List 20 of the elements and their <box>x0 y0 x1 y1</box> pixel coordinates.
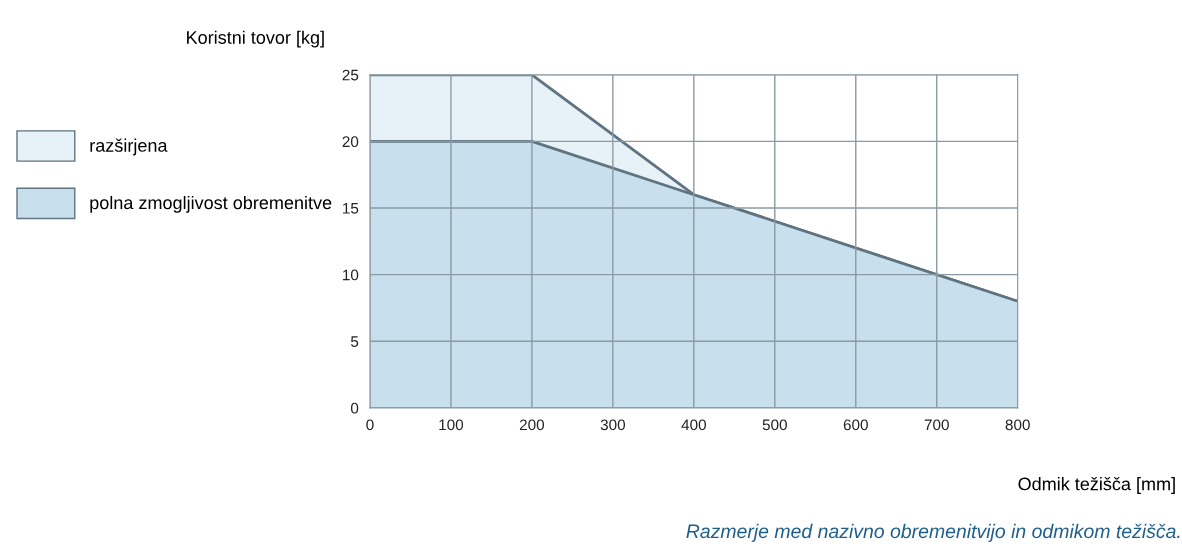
x-tick-label: 300 <box>600 419 626 431</box>
x-tick-label: 200 <box>519 419 545 431</box>
legend-label: polna zmogljivost obremenitve <box>90 195 332 213</box>
y-tick-label: 25 <box>342 69 359 81</box>
x-axis-title: Odmik težišča [mm] <box>1018 477 1175 494</box>
x-tick-label: 700 <box>924 419 949 431</box>
y-tick-label: 5 <box>350 336 359 347</box>
text: Razmerje med nazivno obremenitvijo in odmikom težišča. <box>686 523 1180 542</box>
x-tick-label: 500 <box>762 419 787 431</box>
legend-label: razširjena <box>90 138 168 156</box>
x-tick-label: 400 <box>681 419 706 431</box>
y-axis-title: Koristni tovor [kg] <box>187 30 324 48</box>
y-tick-label: 15 <box>343 203 359 214</box>
y-tick-label: 10 <box>343 269 359 281</box>
x-tick-label: 800 <box>1005 419 1030 431</box>
y-tick-label: 20 <box>342 136 359 148</box>
x-tick-label: 100 <box>439 419 464 431</box>
y-tick-label: 0 <box>350 402 359 414</box>
x-tick-label: 0 <box>366 419 374 431</box>
x-tick-label: 600 <box>843 419 868 431</box>
